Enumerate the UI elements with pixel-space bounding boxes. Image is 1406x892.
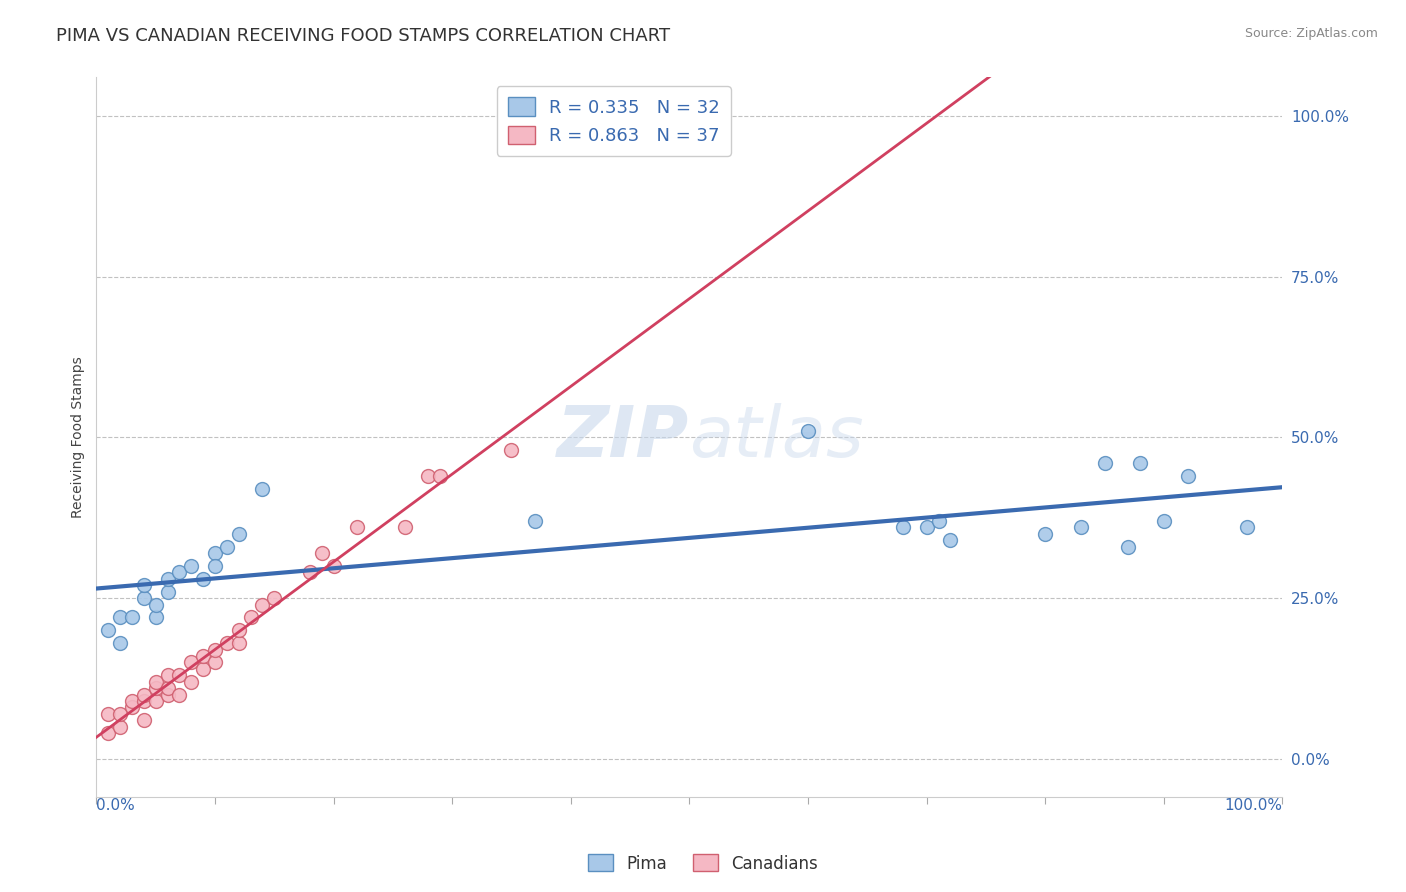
Point bbox=[1177, 469, 1199, 483]
Point bbox=[252, 598, 274, 612]
Point bbox=[180, 674, 202, 689]
Point bbox=[180, 559, 202, 574]
Point bbox=[108, 706, 131, 721]
Point bbox=[891, 520, 914, 534]
Point bbox=[204, 642, 226, 657]
Point bbox=[156, 584, 179, 599]
Point bbox=[204, 656, 226, 670]
Point bbox=[145, 598, 167, 612]
Point bbox=[215, 636, 238, 650]
Point bbox=[132, 578, 155, 592]
Point bbox=[346, 520, 368, 534]
Point bbox=[169, 668, 191, 682]
Point bbox=[132, 694, 155, 708]
Point bbox=[169, 566, 191, 580]
Point bbox=[132, 688, 155, 702]
Point bbox=[145, 681, 167, 695]
Point bbox=[97, 624, 120, 638]
Point bbox=[169, 688, 191, 702]
Point bbox=[97, 726, 120, 740]
Point bbox=[239, 610, 262, 624]
Point bbox=[1116, 540, 1139, 554]
Text: PIMA VS CANADIAN RECEIVING FOOD STAMPS CORRELATION CHART: PIMA VS CANADIAN RECEIVING FOOD STAMPS C… bbox=[56, 27, 671, 45]
Point bbox=[132, 591, 155, 606]
Point bbox=[191, 648, 214, 663]
Point bbox=[132, 714, 155, 728]
Legend: R = 0.335   N = 32, R = 0.863   N = 37: R = 0.335 N = 32, R = 0.863 N = 37 bbox=[496, 87, 731, 156]
Point bbox=[524, 514, 547, 528]
Point bbox=[797, 424, 820, 438]
Point bbox=[108, 610, 131, 624]
Point bbox=[928, 514, 950, 528]
Point bbox=[311, 546, 333, 560]
Point bbox=[228, 624, 250, 638]
Point bbox=[1236, 520, 1258, 534]
Point bbox=[1153, 514, 1175, 528]
Point bbox=[429, 469, 451, 483]
Point bbox=[501, 443, 523, 458]
Point bbox=[394, 520, 416, 534]
Text: atlas: atlas bbox=[689, 403, 865, 472]
Point bbox=[108, 720, 131, 734]
Point bbox=[108, 636, 131, 650]
Point bbox=[121, 700, 143, 714]
Point bbox=[228, 527, 250, 541]
Point bbox=[1094, 456, 1116, 470]
Point bbox=[939, 533, 962, 548]
Point bbox=[97, 706, 120, 721]
Point bbox=[191, 662, 214, 676]
Point bbox=[228, 636, 250, 650]
Point bbox=[322, 559, 344, 574]
Y-axis label: Receiving Food Stamps: Receiving Food Stamps bbox=[72, 357, 86, 518]
Point bbox=[1129, 456, 1152, 470]
Point bbox=[156, 572, 179, 586]
Text: ZIP: ZIP bbox=[557, 403, 689, 472]
Legend: Pima, Canadians: Pima, Canadians bbox=[582, 847, 824, 880]
Point bbox=[1033, 527, 1056, 541]
Text: 0.0%: 0.0% bbox=[97, 797, 135, 813]
Point bbox=[263, 591, 285, 606]
Point bbox=[145, 694, 167, 708]
Point bbox=[204, 546, 226, 560]
Point bbox=[145, 610, 167, 624]
Point bbox=[121, 610, 143, 624]
Point bbox=[1070, 520, 1092, 534]
Text: Source: ZipAtlas.com: Source: ZipAtlas.com bbox=[1244, 27, 1378, 40]
Point bbox=[915, 520, 938, 534]
Text: 100.0%: 100.0% bbox=[1225, 797, 1282, 813]
Point bbox=[418, 469, 440, 483]
Point bbox=[215, 540, 238, 554]
Point bbox=[145, 674, 167, 689]
Point bbox=[156, 688, 179, 702]
Point bbox=[156, 681, 179, 695]
Point bbox=[191, 572, 214, 586]
Point bbox=[204, 559, 226, 574]
Point bbox=[121, 694, 143, 708]
Point bbox=[298, 566, 321, 580]
Point bbox=[252, 482, 274, 496]
Point bbox=[156, 668, 179, 682]
Point bbox=[180, 656, 202, 670]
